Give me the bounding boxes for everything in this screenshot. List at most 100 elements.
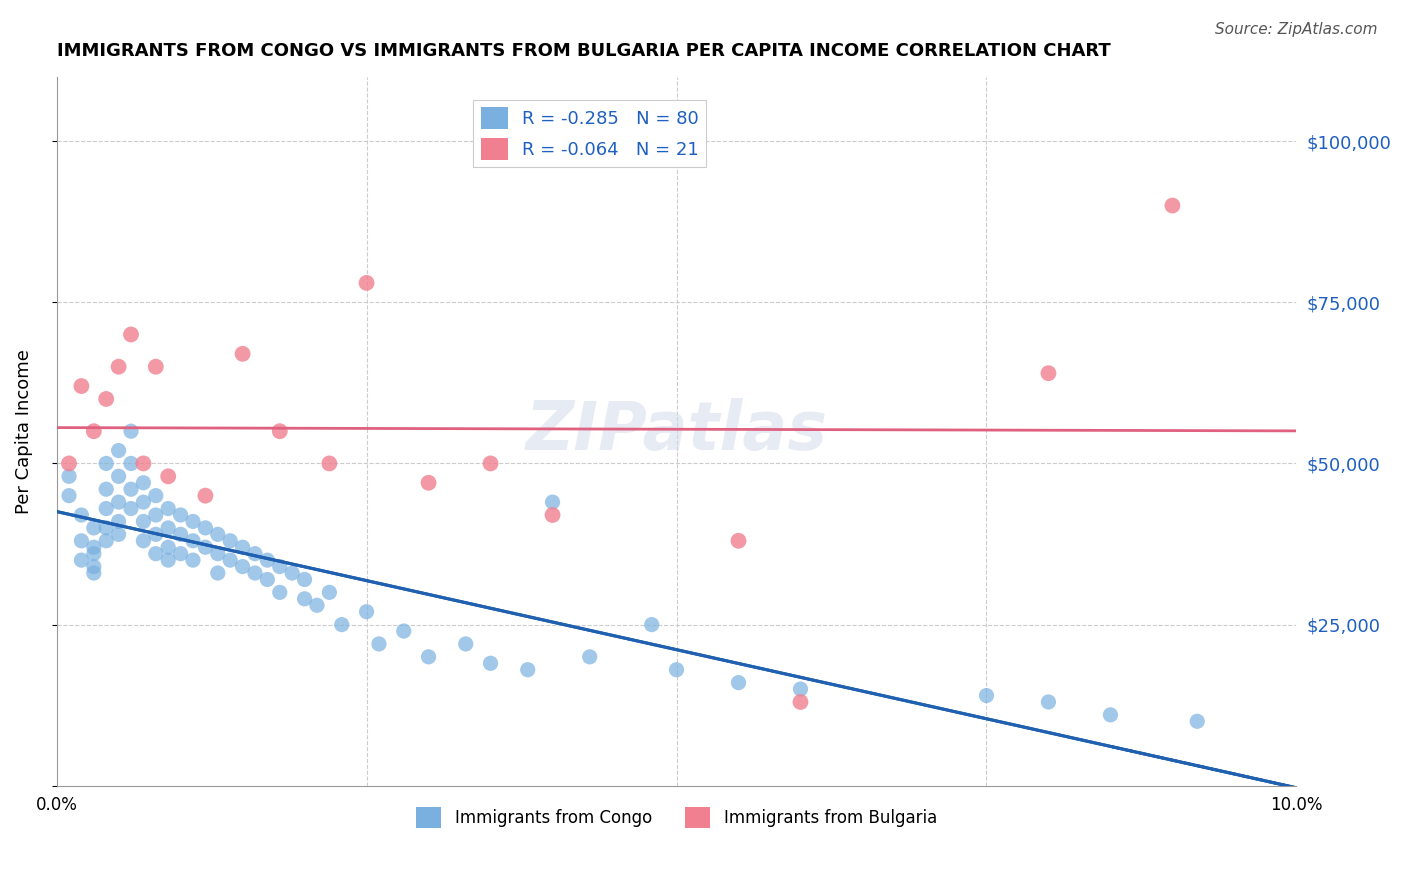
Immigrants from Congo	[219, 533, 242, 548]
Immigrants from Congo	[243, 547, 266, 561]
Immigrants from Congo	[157, 521, 180, 535]
Immigrants from Congo	[578, 649, 600, 664]
Immigrants from Congo	[58, 489, 80, 503]
Immigrants from Congo	[207, 566, 229, 580]
Immigrants from Bulgaria	[727, 533, 749, 548]
Immigrants from Congo	[294, 591, 316, 606]
Immigrants from Congo	[256, 573, 278, 587]
Immigrants from Congo	[107, 443, 129, 458]
Immigrants from Congo	[145, 547, 167, 561]
Immigrants from Congo	[181, 553, 204, 567]
Immigrants from Congo	[418, 649, 440, 664]
Immigrants from Congo	[83, 540, 105, 554]
Immigrants from Bulgaria	[58, 457, 80, 471]
Immigrants from Congo	[83, 547, 105, 561]
Immigrants from Congo	[1099, 707, 1122, 722]
Y-axis label: Per Capita Income: Per Capita Income	[15, 349, 32, 514]
Immigrants from Congo	[294, 573, 316, 587]
Immigrants from Congo	[132, 533, 155, 548]
Immigrants from Congo	[96, 457, 118, 471]
Immigrants from Congo	[96, 521, 118, 535]
Immigrants from Congo	[976, 689, 998, 703]
Immigrants from Congo	[120, 482, 142, 496]
Immigrants from Congo	[181, 533, 204, 548]
Immigrants from Congo	[169, 547, 191, 561]
Immigrants from Congo	[281, 566, 304, 580]
Immigrants from Bulgaria	[418, 475, 440, 490]
Immigrants from Congo	[454, 637, 477, 651]
Immigrants from Bulgaria	[70, 379, 93, 393]
Immigrants from Congo	[120, 501, 142, 516]
Text: ZIPatlas: ZIPatlas	[526, 398, 828, 464]
Immigrants from Congo	[256, 553, 278, 567]
Immigrants from Bulgaria	[83, 424, 105, 438]
Immigrants from Bulgaria	[318, 457, 340, 471]
Immigrants from Congo	[1038, 695, 1060, 709]
Immigrants from Congo	[83, 559, 105, 574]
Immigrants from Congo	[83, 566, 105, 580]
Immigrants from Congo	[318, 585, 340, 599]
Immigrants from Congo	[70, 508, 93, 522]
Immigrants from Bulgaria	[1161, 198, 1184, 212]
Immigrants from Congo	[96, 501, 118, 516]
Immigrants from Bulgaria	[96, 392, 118, 406]
Immigrants from Congo	[219, 553, 242, 567]
Immigrants from Congo	[169, 508, 191, 522]
Immigrants from Congo	[83, 521, 105, 535]
Immigrants from Bulgaria	[269, 424, 291, 438]
Immigrants from Bulgaria	[194, 489, 217, 503]
Immigrants from Bulgaria	[157, 469, 180, 483]
Text: Source: ZipAtlas.com: Source: ZipAtlas.com	[1215, 22, 1378, 37]
Immigrants from Congo	[356, 605, 378, 619]
Immigrants from Congo	[145, 489, 167, 503]
Immigrants from Congo	[132, 515, 155, 529]
Immigrants from Congo	[232, 559, 254, 574]
Immigrants from Congo	[330, 617, 353, 632]
Immigrants from Congo	[70, 553, 93, 567]
Immigrants from Congo	[120, 457, 142, 471]
Immigrants from Bulgaria	[789, 695, 811, 709]
Immigrants from Congo	[194, 521, 217, 535]
Immigrants from Bulgaria	[232, 347, 254, 361]
Immigrants from Congo	[207, 527, 229, 541]
Immigrants from Bulgaria	[145, 359, 167, 374]
Immigrants from Congo	[107, 495, 129, 509]
Immigrants from Congo	[641, 617, 664, 632]
Immigrants from Congo	[232, 540, 254, 554]
Immigrants from Congo	[169, 527, 191, 541]
Immigrants from Bulgaria	[541, 508, 564, 522]
Immigrants from Congo	[269, 585, 291, 599]
Immigrants from Congo	[305, 599, 328, 613]
Immigrants from Congo	[107, 527, 129, 541]
Immigrants from Bulgaria	[479, 457, 502, 471]
Immigrants from Congo	[194, 540, 217, 554]
Immigrants from Congo	[58, 469, 80, 483]
Immigrants from Congo	[1187, 714, 1209, 729]
Immigrants from Bulgaria	[120, 327, 142, 342]
Immigrants from Bulgaria	[132, 457, 155, 471]
Immigrants from Congo	[541, 495, 564, 509]
Immigrants from Congo	[243, 566, 266, 580]
Immigrants from Congo	[157, 540, 180, 554]
Immigrants from Congo	[70, 533, 93, 548]
Immigrants from Bulgaria	[356, 276, 378, 290]
Legend: Immigrants from Congo, Immigrants from Bulgaria: Immigrants from Congo, Immigrants from B…	[409, 800, 943, 834]
Immigrants from Congo	[479, 657, 502, 671]
Immigrants from Congo	[157, 501, 180, 516]
Immigrants from Congo	[789, 682, 811, 697]
Immigrants from Bulgaria	[1038, 366, 1060, 380]
Immigrants from Congo	[207, 547, 229, 561]
Text: IMMIGRANTS FROM CONGO VS IMMIGRANTS FROM BULGARIA PER CAPITA INCOME CORRELATION : IMMIGRANTS FROM CONGO VS IMMIGRANTS FROM…	[56, 42, 1111, 60]
Immigrants from Congo	[392, 624, 415, 638]
Immigrants from Congo	[96, 482, 118, 496]
Immigrants from Congo	[516, 663, 538, 677]
Immigrants from Congo	[145, 508, 167, 522]
Immigrants from Congo	[132, 495, 155, 509]
Immigrants from Congo	[269, 559, 291, 574]
Immigrants from Congo	[727, 675, 749, 690]
Immigrants from Congo	[132, 475, 155, 490]
Immigrants from Congo	[181, 515, 204, 529]
Immigrants from Congo	[157, 553, 180, 567]
Immigrants from Congo	[368, 637, 391, 651]
Immigrants from Congo	[107, 515, 129, 529]
